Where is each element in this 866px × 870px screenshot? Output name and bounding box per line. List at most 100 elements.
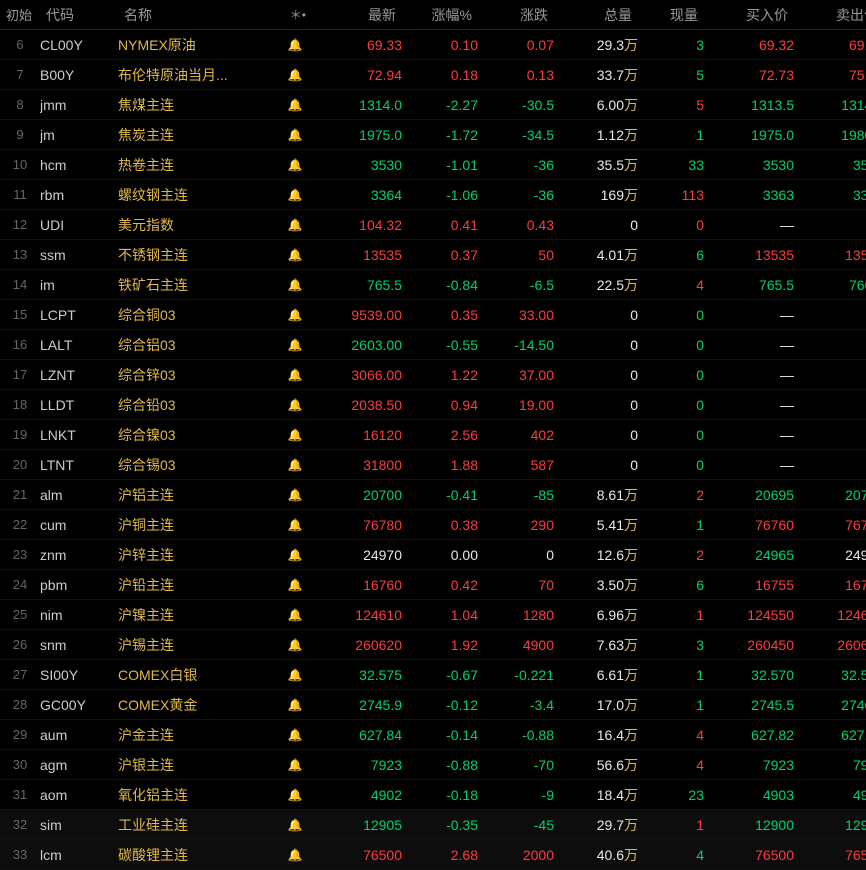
cell-code[interactable]: UDI xyxy=(40,210,118,240)
table-row[interactable]: 8jmm焦煤主连🔔1314.0-2.27-30.56.00万51313.5131… xyxy=(0,90,866,120)
cell-code[interactable]: LALT xyxy=(40,330,118,360)
cell-bell[interactable]: 🔔 xyxy=(278,780,312,810)
cell-name[interactable]: 沪铝主连 xyxy=(118,480,278,510)
col-header-pct[interactable]: 涨幅% xyxy=(402,0,478,30)
cell-name[interactable]: 焦煤主连 xyxy=(118,90,278,120)
cell-code[interactable]: rbm xyxy=(40,180,118,210)
table-row[interactable]: 29aum沪金主连🔔627.84-0.14-0.8816.4万4627.8262… xyxy=(0,720,866,750)
cell-name[interactable]: 沪金主连 xyxy=(118,720,278,750)
table-row[interactable]: 18LLDT综合铅03🔔2038.500.9419.0000—— xyxy=(0,390,866,420)
table-row[interactable]: 24pbm沪铅主连🔔167600.42703.50万61675516760 xyxy=(0,570,866,600)
cell-name[interactable]: 沪锡主连 xyxy=(118,630,278,660)
cell-name[interactable]: 综合铝03 xyxy=(118,330,278,360)
col-header-chg[interactable]: 涨跌 xyxy=(478,0,554,30)
table-row[interactable]: 13ssm不锈钢主连🔔135350.37504.01万61353513540 xyxy=(0,240,866,270)
col-header-name[interactable]: 名称 xyxy=(118,0,278,30)
table-row[interactable]: 28GC00YCOMEX黄金🔔2745.9-0.12-3.417.0万12745… xyxy=(0,690,866,720)
cell-name[interactable]: 铁矿石主连 xyxy=(118,270,278,300)
cell-code[interactable]: LLDT xyxy=(40,390,118,420)
cell-name[interactable]: 氧化铝主连 xyxy=(118,780,278,810)
cell-code[interactable]: LNKT xyxy=(40,420,118,450)
cell-name[interactable]: 综合铅03 xyxy=(118,390,278,420)
table-row[interactable]: 31aom氧化铝主连🔔4902-0.18-918.4万2349034905 xyxy=(0,780,866,810)
cell-code[interactable]: CL00Y xyxy=(40,30,118,60)
cell-code[interactable]: B00Y xyxy=(40,60,118,90)
cell-name[interactable]: 沪铅主连 xyxy=(118,570,278,600)
cell-code[interactable]: jmm xyxy=(40,90,118,120)
col-header-code[interactable]: 代码 xyxy=(40,0,118,30)
col-header-cur[interactable]: 现量 xyxy=(638,0,704,30)
cell-name[interactable]: 沪银主连 xyxy=(118,750,278,780)
table-row[interactable]: 23znm沪锌主连🔔249700.00012.6万22496524970 xyxy=(0,540,866,570)
cell-bell[interactable]: 🔔 xyxy=(278,480,312,510)
table-row[interactable]: 25nim沪镍主连🔔1246101.0412806.96万11245501246… xyxy=(0,600,866,630)
cell-name[interactable]: NYMEX原油 xyxy=(118,30,278,60)
cell-name[interactable]: 工业硅主连 xyxy=(118,810,278,840)
table-row[interactable]: 15LCPT综合铜03🔔9539.000.3533.0000—— xyxy=(0,300,866,330)
cell-code[interactable]: agm xyxy=(40,750,118,780)
table-row[interactable]: 12UDI美元指数🔔104.320.410.4300—— xyxy=(0,210,866,240)
cell-code[interactable]: GC00Y xyxy=(40,690,118,720)
cell-name[interactable]: 布伦特原油当月... xyxy=(118,60,278,90)
table-row[interactable]: 30agm沪银主连🔔7923-0.88-7056.6万479237924 xyxy=(0,750,866,780)
cell-name[interactable]: 综合锌03 xyxy=(118,360,278,390)
col-header-star[interactable]: ＊• xyxy=(278,0,312,30)
cell-bell[interactable]: 🔔 xyxy=(278,690,312,720)
cell-code[interactable]: znm xyxy=(40,540,118,570)
table-row[interactable]: 10hcm热卷主连🔔3530-1.01-3635.5万3335303531 xyxy=(0,150,866,180)
table-row[interactable]: 17LZNT综合锌03🔔3066.001.2237.0000—— xyxy=(0,360,866,390)
cell-code[interactable]: cum xyxy=(40,510,118,540)
table-row[interactable]: 33lcm碳酸锂主连🔔765002.68200040.6万47650076550 xyxy=(0,840,866,870)
cell-bell[interactable]: 🔔 xyxy=(278,240,312,270)
cell-code[interactable]: LZNT xyxy=(40,360,118,390)
cell-name[interactable]: COMEX白银 xyxy=(118,660,278,690)
table-row[interactable]: 16LALT综合铝03🔔2603.00-0.55-14.5000—— xyxy=(0,330,866,360)
table-row[interactable]: 7B00Y布伦特原油当月...🔔72.940.180.1333.7万572.73… xyxy=(0,60,866,90)
table-row[interactable]: 19LNKT综合镍03🔔161202.5640200—— xyxy=(0,420,866,450)
cell-bell[interactable]: 🔔 xyxy=(278,630,312,660)
table-row[interactable]: 14im铁矿石主连🔔765.5-0.84-6.522.5万4765.5766.0 xyxy=(0,270,866,300)
table-row[interactable]: 32sim工业硅主连🔔12905-0.35-4529.7万11290012905 xyxy=(0,810,866,840)
cell-code[interactable]: im xyxy=(40,270,118,300)
cell-bell[interactable]: 🔔 xyxy=(278,90,312,120)
col-header-last[interactable]: 最新 xyxy=(312,0,402,30)
cell-bell[interactable]: 🔔 xyxy=(278,270,312,300)
cell-code[interactable]: pbm xyxy=(40,570,118,600)
cell-bell[interactable]: 🔔 xyxy=(278,30,312,60)
col-header-ask[interactable]: 卖出价 xyxy=(794,0,866,30)
cell-bell[interactable]: 🔔 xyxy=(278,120,312,150)
table-row[interactable]: 26snm沪锡主连🔔2606201.9249007.63万32604502606… xyxy=(0,630,866,660)
cell-bell[interactable]: 🔔 xyxy=(278,600,312,630)
cell-name[interactable]: 美元指数 xyxy=(118,210,278,240)
cell-name[interactable]: 碳酸锂主连 xyxy=(118,840,278,870)
cell-code[interactable]: hcm xyxy=(40,150,118,180)
cell-name[interactable]: 沪镍主连 xyxy=(118,600,278,630)
col-header-vol[interactable]: 总量 xyxy=(554,0,638,30)
cell-bell[interactable]: 🔔 xyxy=(278,420,312,450)
cell-name[interactable]: 沪锌主连 xyxy=(118,540,278,570)
cell-bell[interactable]: 🔔 xyxy=(278,390,312,420)
col-header-bid[interactable]: 买入价 xyxy=(704,0,794,30)
cell-bell[interactable]: 🔔 xyxy=(278,660,312,690)
cell-code[interactable]: aum xyxy=(40,720,118,750)
cell-bell[interactable]: 🔔 xyxy=(278,210,312,240)
cell-code[interactable]: lcm xyxy=(40,840,118,870)
cell-code[interactable]: LTNT xyxy=(40,450,118,480)
cell-bell[interactable]: 🔔 xyxy=(278,360,312,390)
cell-name[interactable]: 螺纹钢主连 xyxy=(118,180,278,210)
table-row[interactable]: 6CL00YNYMEX原油🔔69.330.100.0729.3万369.3269… xyxy=(0,30,866,60)
cell-code[interactable]: LCPT xyxy=(40,300,118,330)
table-row[interactable]: 27SI00YCOMEX白银🔔32.575-0.67-0.2216.61万132… xyxy=(0,660,866,690)
cell-name[interactable]: 热卷主连 xyxy=(118,150,278,180)
cell-bell[interactable]: 🔔 xyxy=(278,840,312,870)
cell-name[interactable]: 不锈钢主连 xyxy=(118,240,278,270)
cell-code[interactable]: nim xyxy=(40,600,118,630)
cell-bell[interactable]: 🔔 xyxy=(278,570,312,600)
table-row[interactable]: 20LTNT综合锡03🔔318001.8858700—— xyxy=(0,450,866,480)
table-row[interactable]: 9jm焦炭主连🔔1975.0-1.72-34.51.12万11975.01980… xyxy=(0,120,866,150)
cell-bell[interactable]: 🔔 xyxy=(278,510,312,540)
cell-name[interactable]: 综合镍03 xyxy=(118,420,278,450)
cell-bell[interactable]: 🔔 xyxy=(278,810,312,840)
cell-name[interactable]: 综合铜03 xyxy=(118,300,278,330)
cell-bell[interactable]: 🔔 xyxy=(278,150,312,180)
